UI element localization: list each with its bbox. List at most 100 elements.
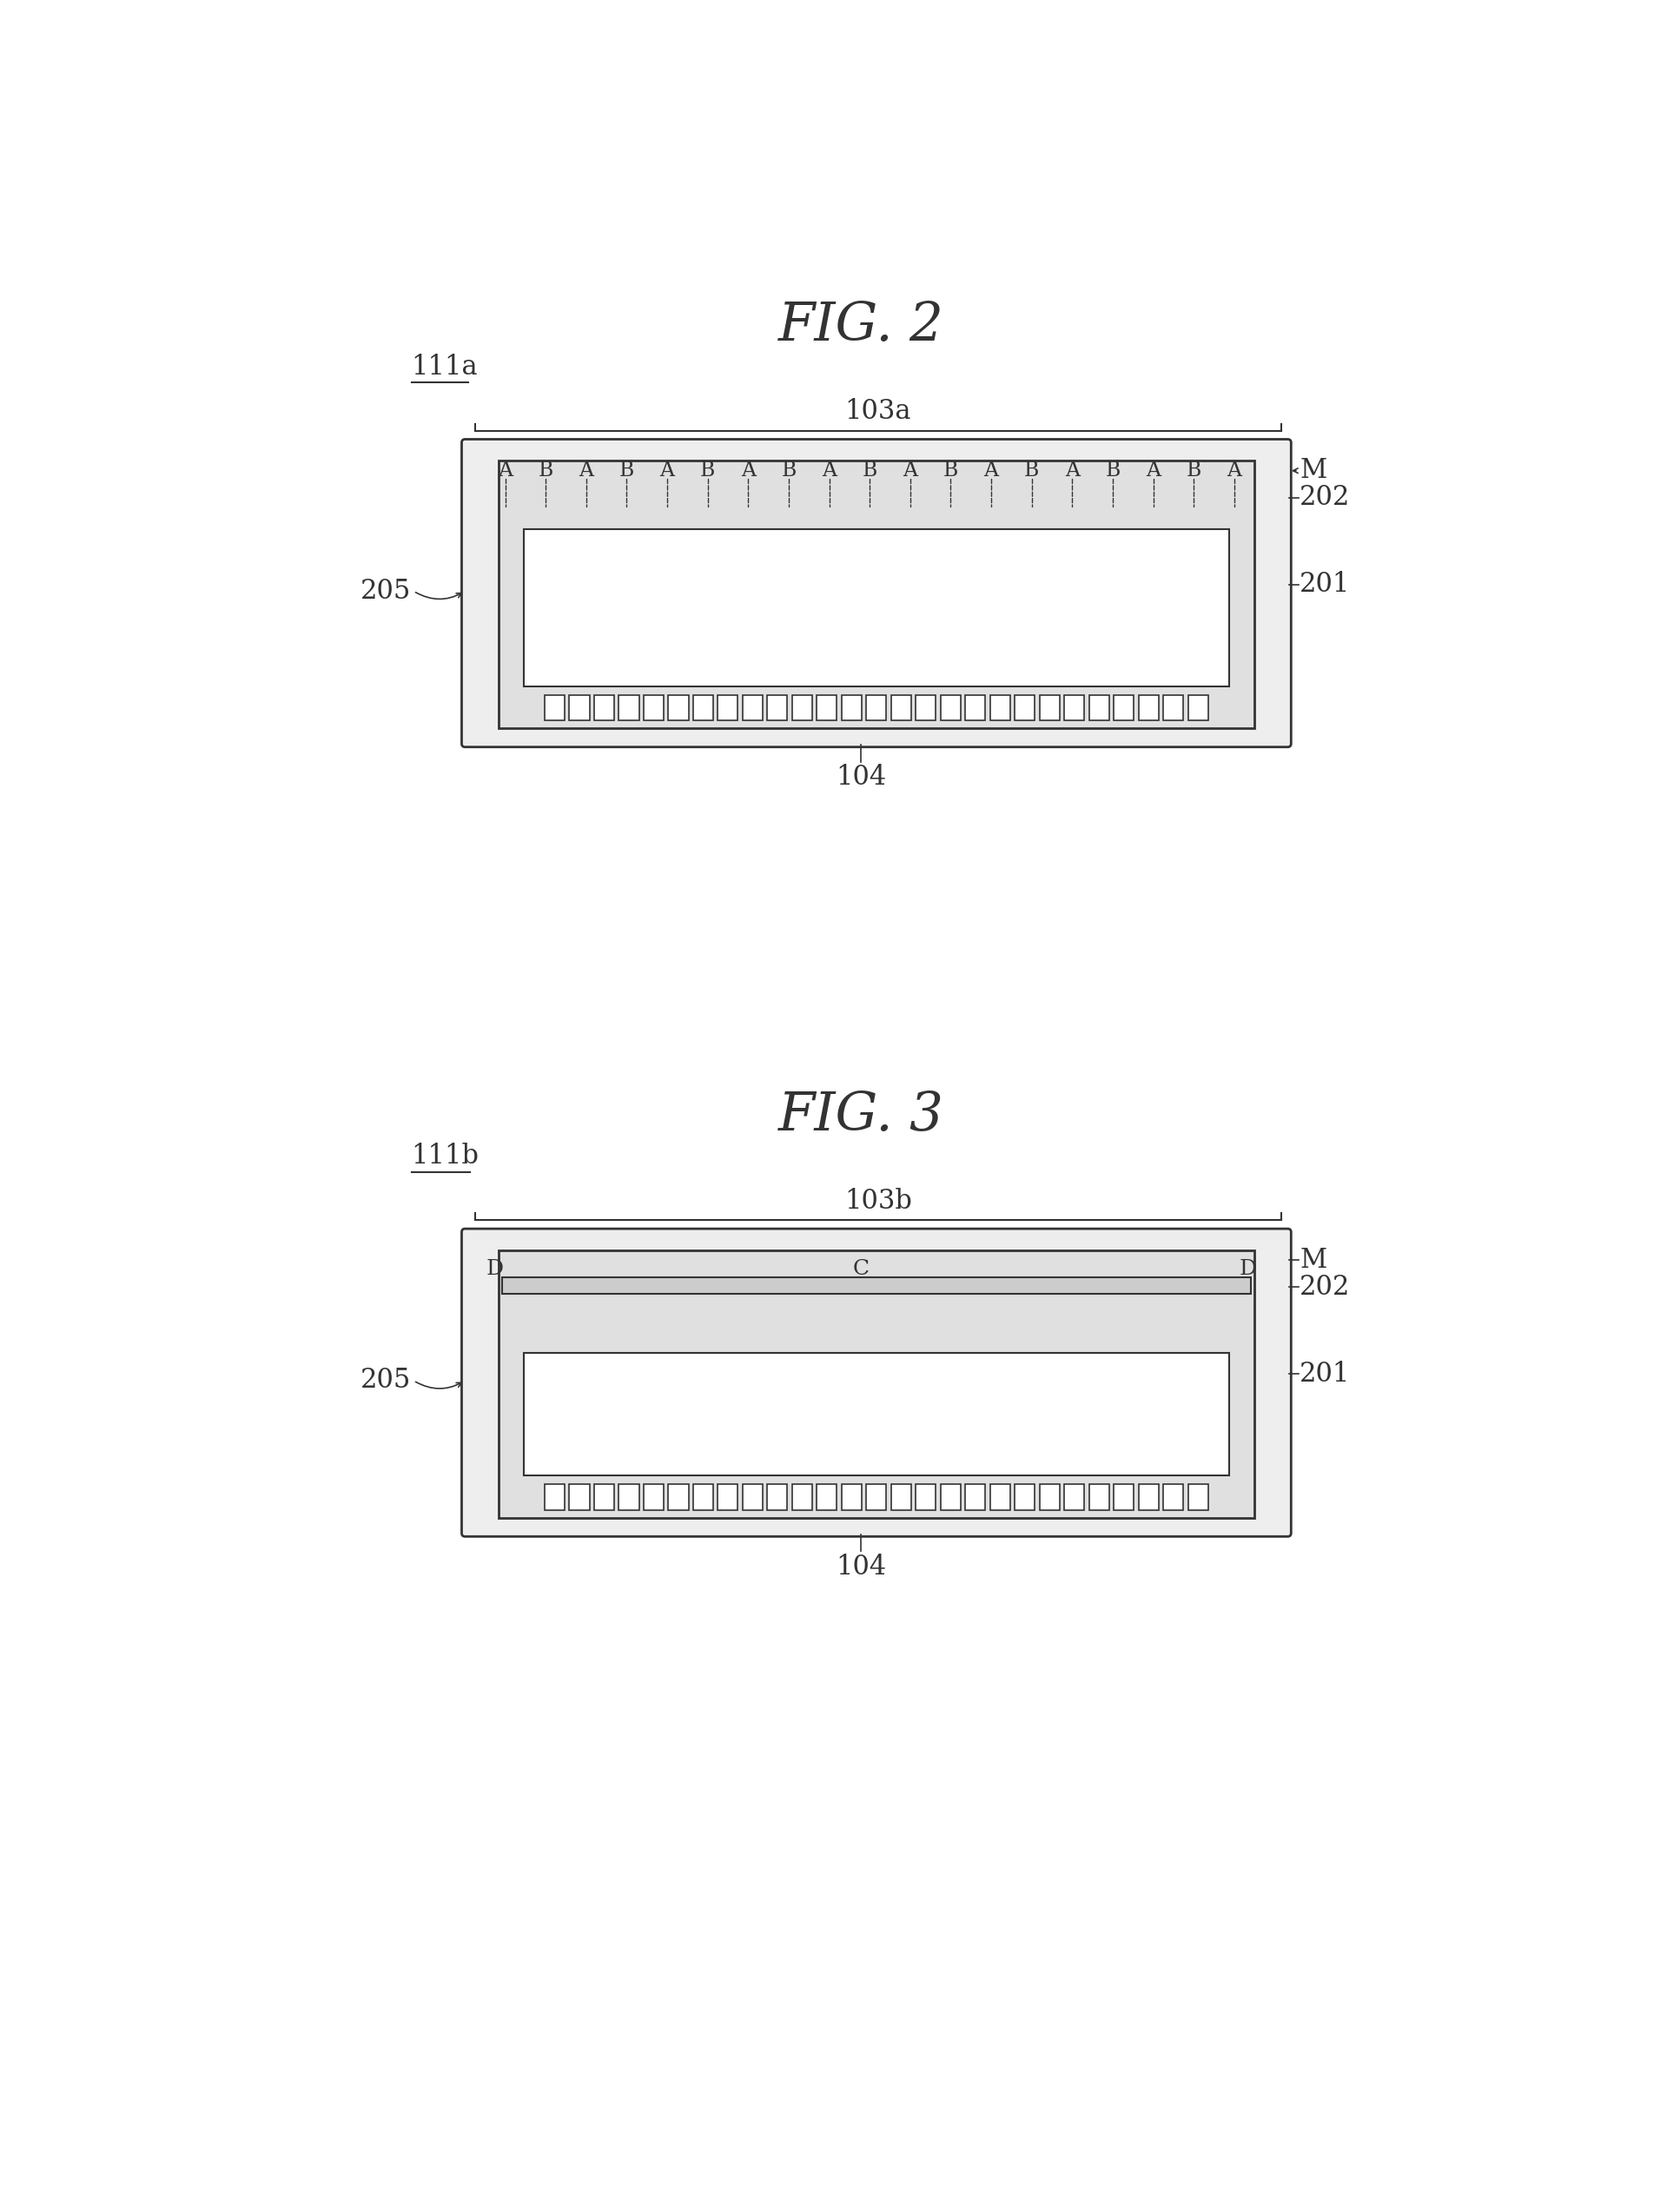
Text: D: D (1238, 1259, 1257, 1279)
Bar (1163, 498, 1183, 522)
Bar (816, 498, 837, 522)
Bar (717, 1485, 738, 1509)
Text: A: A (1226, 461, 1242, 480)
Bar (643, 498, 664, 522)
Bar (544, 1485, 564, 1509)
Bar (768, 498, 788, 522)
Bar (618, 498, 638, 522)
Bar (1040, 695, 1060, 720)
Text: A: A (822, 461, 837, 480)
Text: A: A (1065, 461, 1080, 480)
Bar (941, 1485, 961, 1509)
Bar (1188, 695, 1208, 720)
Bar (643, 1485, 664, 1509)
Bar (941, 498, 961, 522)
Text: 202: 202 (1300, 1273, 1351, 1301)
FancyBboxPatch shape (524, 1352, 1228, 1477)
Bar (867, 695, 887, 720)
Text: 103b: 103b (845, 1187, 912, 1215)
Text: 111a: 111a (412, 353, 479, 380)
Bar (694, 498, 714, 522)
Bar (717, 695, 738, 720)
Bar (791, 498, 811, 522)
Bar (1040, 1485, 1060, 1509)
Bar (842, 498, 862, 522)
Text: A: A (660, 461, 675, 480)
Text: B: B (942, 461, 958, 480)
Bar (1065, 1485, 1084, 1509)
Text: 205: 205 (361, 577, 412, 606)
Bar (694, 1485, 714, 1509)
Bar (966, 498, 986, 522)
Bar (544, 498, 564, 522)
Bar (1114, 498, 1134, 522)
Bar (916, 695, 936, 720)
Bar (743, 498, 763, 522)
Bar (502, 1277, 1252, 1294)
Text: B: B (1186, 461, 1201, 480)
Bar (890, 498, 911, 522)
Text: D: D (487, 1259, 504, 1279)
Text: 201: 201 (1300, 570, 1351, 599)
Bar (890, 695, 911, 720)
Text: B: B (1025, 461, 1040, 480)
Bar (1114, 695, 1134, 720)
Bar (570, 695, 590, 720)
Bar (743, 695, 763, 720)
Bar (842, 695, 862, 720)
Bar (990, 1485, 1010, 1509)
Bar (816, 1485, 837, 1509)
Bar (1089, 695, 1109, 720)
Bar (867, 1485, 887, 1509)
Bar (694, 695, 714, 720)
Bar (595, 498, 615, 522)
Bar (941, 695, 961, 720)
Bar (1188, 498, 1208, 522)
Bar (768, 695, 788, 720)
FancyBboxPatch shape (462, 1229, 1292, 1536)
Bar (990, 695, 1010, 720)
FancyBboxPatch shape (499, 461, 1255, 728)
Bar (1139, 498, 1159, 522)
Text: 205: 205 (361, 1367, 412, 1393)
Bar (842, 1485, 862, 1509)
Text: A: A (580, 461, 593, 480)
Bar (570, 1485, 590, 1509)
FancyBboxPatch shape (462, 439, 1292, 746)
Bar (867, 498, 887, 522)
Bar (816, 695, 837, 720)
Bar (791, 695, 811, 720)
Text: B: B (862, 461, 877, 480)
Bar (1015, 1485, 1035, 1509)
Text: M: M (1300, 1246, 1327, 1275)
Text: FIG. 3: FIG. 3 (778, 1090, 944, 1141)
Bar (1089, 1485, 1109, 1509)
Bar (544, 695, 564, 720)
Text: C: C (853, 1259, 869, 1279)
Bar (595, 1485, 615, 1509)
Bar (669, 695, 689, 720)
Bar (595, 695, 615, 720)
Bar (1163, 1485, 1183, 1509)
Bar (966, 1485, 986, 1509)
Bar (570, 498, 590, 522)
Bar (791, 1485, 811, 1509)
Text: 104: 104 (835, 764, 887, 790)
Bar (768, 1485, 788, 1509)
Text: M: M (1300, 456, 1327, 485)
Bar (618, 695, 638, 720)
Text: 104: 104 (835, 1553, 887, 1580)
Bar (1188, 1485, 1208, 1509)
Bar (669, 1485, 689, 1509)
Bar (990, 498, 1010, 522)
Text: B: B (538, 461, 553, 480)
Text: B: B (1105, 461, 1121, 480)
Bar (1015, 695, 1035, 720)
Bar (1015, 498, 1035, 522)
Bar (1065, 695, 1084, 720)
Text: A: A (984, 461, 998, 480)
FancyBboxPatch shape (499, 1251, 1255, 1518)
Bar (890, 1485, 911, 1509)
Text: 111b: 111b (412, 1143, 479, 1169)
Bar (1114, 1485, 1134, 1509)
